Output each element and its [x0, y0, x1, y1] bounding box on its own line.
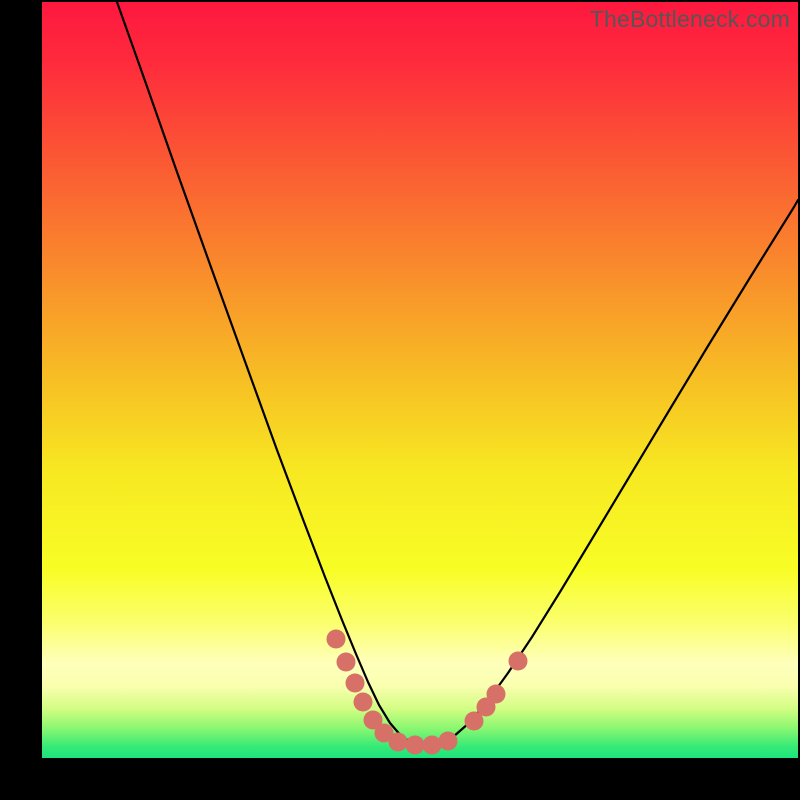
- data-marker: [487, 685, 506, 704]
- gradient-background: [42, 2, 798, 758]
- data-marker: [509, 652, 528, 671]
- data-marker: [439, 732, 458, 751]
- plot-area: [42, 2, 798, 758]
- data-marker: [406, 736, 425, 755]
- data-marker: [389, 733, 408, 752]
- frame-bottom: [0, 758, 800, 800]
- frame-left: [0, 0, 42, 800]
- watermark-text: TheBottleneck.com: [590, 6, 790, 33]
- data-marker: [346, 674, 365, 693]
- data-marker: [354, 693, 373, 712]
- bottleneck-chart: [42, 2, 798, 758]
- data-marker: [337, 653, 356, 672]
- data-marker: [423, 736, 442, 755]
- data-marker: [327, 630, 346, 649]
